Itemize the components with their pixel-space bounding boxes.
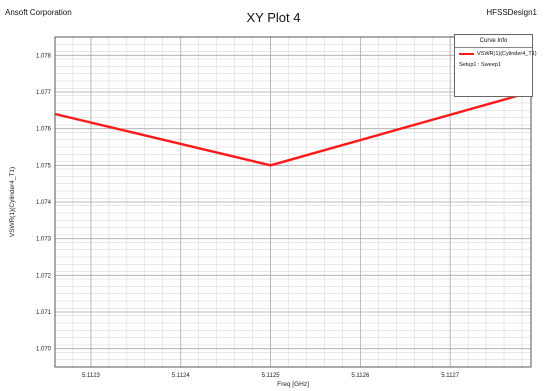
y-tick-label: 1.077 [36,90,52,96]
company-name: Ansoft Corporation [5,8,72,17]
plot-frame [54,36,532,368]
x-tick-label: 5.1124 [172,373,191,379]
y-tick-label: 1.071 [36,310,52,316]
legend-series-label: VSWR(1)(Cylinder4_T1) [477,51,537,57]
y-tick-label: 1.076 [36,127,52,133]
series-swatch [459,53,474,55]
y-tick-label: 1.074 [36,200,52,206]
tick-labels: 5.1123 5.1124 5.1125 5.1126 5.1127 1.070 1.071… [36,53,460,379]
y-tick-label: 1.078 [36,53,52,59]
x-tick-label: 5.1127 [441,373,460,379]
x-axis-title: Freq [GHz] [277,381,309,388]
series-line [54,90,532,167]
design-name: HFSSDesign1 [486,8,537,17]
x-tick-label: 5.1126 [351,373,370,379]
plot-title: XY Plot 4 [246,10,301,25]
y-tick-label: 1.072 [36,273,52,279]
series-layer [54,90,532,167]
axes [54,36,532,368]
curve-info-legend[interactable]: Curve Info VSWR(1)(Cylinder4_T1) Setup1 … [454,34,537,97]
legend-entry[interactable]: VSWR(1)(Cylinder4_T1) [455,48,537,60]
y-axis-title: VSWR(1)(Cylinder4_T1) [9,167,16,237]
x-tick-label: 5.1125 [262,373,281,379]
legend-heading: Curve Info [455,35,532,48]
legend-setup-label: Setup1 : Sweep1 [459,62,501,68]
x-tick-label: 5.1123 [82,373,101,379]
y-tick-label: 1.070 [36,347,52,353]
y-tick-label: 1.075 [36,163,52,169]
y-tick-label: 1.073 [36,237,52,243]
